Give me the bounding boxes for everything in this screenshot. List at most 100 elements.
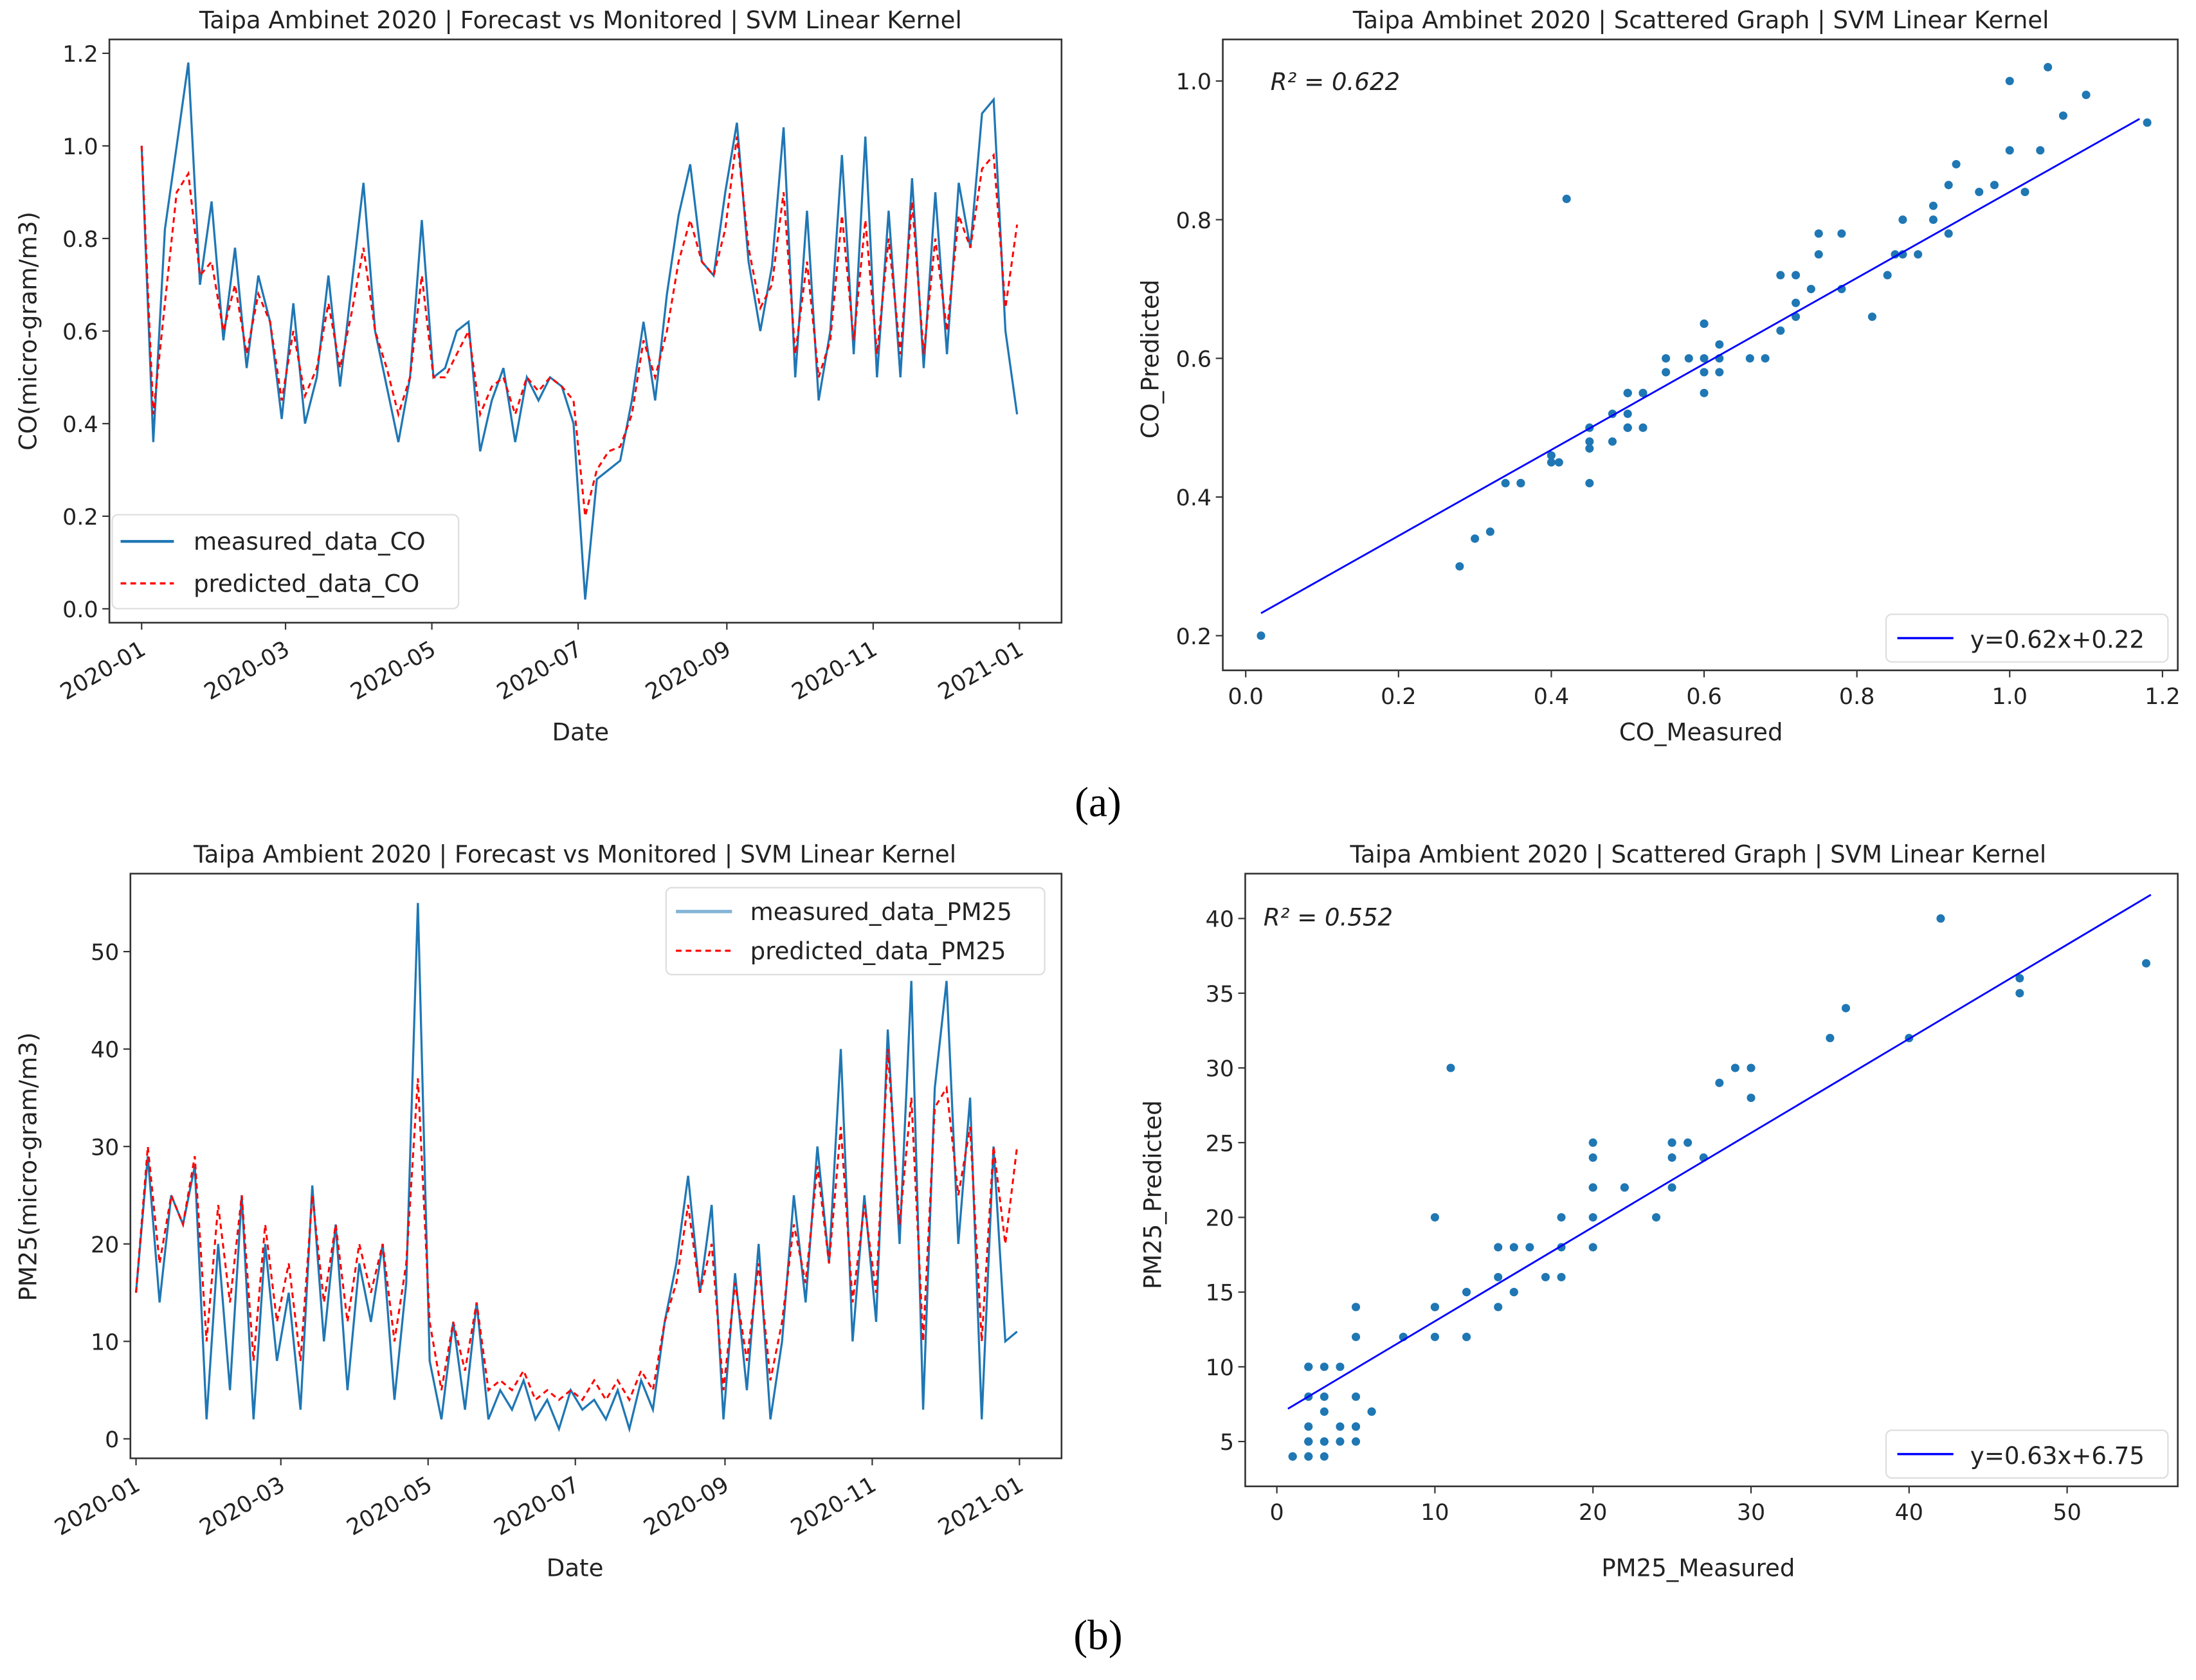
scatter-point: [1547, 451, 1556, 460]
scatter-point: [1792, 298, 1801, 307]
scatter-point: [1351, 1422, 1361, 1431]
scatter-point: [1883, 271, 1892, 280]
predicted-series-line: [135, 1049, 1019, 1402]
scatter-point: [1516, 478, 1525, 488]
scatter-point: [1814, 250, 1823, 259]
y-tick-label: 25: [1206, 1131, 1234, 1157]
y-tick-label: 30: [91, 1135, 119, 1161]
scatter-point: [1776, 271, 1785, 280]
scatter-point: [1623, 423, 1632, 432]
scatter-point: [1320, 1407, 1329, 1416]
x-tick-label: 0.0: [1228, 684, 1263, 710]
scatter-point: [2036, 146, 2045, 155]
x-tick-label: 50: [2053, 1500, 2081, 1526]
scatter-point: [1541, 1272, 1550, 1281]
panel-label-b: (b): [1073, 1612, 1122, 1659]
scatter-point: [1304, 1452, 1313, 1461]
regression-line: [1287, 894, 2152, 1410]
legend-label-predicted: predicted_data_CO: [194, 570, 419, 598]
y-axis-label: CO(micro-gram/m3): [15, 212, 42, 451]
y-tick-label: 5: [1220, 1430, 1234, 1456]
scatter-point: [1745, 354, 1754, 363]
y-axis-label: CO_Predicted: [1136, 280, 1164, 439]
scatter-point: [1944, 229, 1953, 238]
scatter-point: [1588, 1183, 1597, 1192]
scatter-point: [1336, 1362, 1345, 1371]
scatter-point: [1494, 1303, 1503, 1312]
scatter-point: [2005, 146, 2014, 155]
r-squared-annotation: R² = 0.552: [1264, 904, 1393, 932]
scatter-point: [1623, 410, 1632, 419]
scatter-point: [1638, 388, 1647, 397]
scatter-point: [1557, 1272, 1566, 1281]
y-tick-label: 10: [91, 1330, 119, 1355]
legend-label-predicted: predicted_data_PM25: [750, 937, 1006, 965]
x-tick-label: 0.2: [1381, 684, 1416, 710]
scatter-point: [2044, 62, 2053, 71]
scatter-point: [1336, 1437, 1345, 1446]
scatter-point: [1304, 1362, 1313, 1371]
scatter-point: [1898, 250, 1907, 259]
chart-title: Taipa Ambient 2020 | Forecast vs Monitor…: [193, 840, 956, 868]
scatter-point: [1891, 250, 1900, 259]
scatter-point: [1304, 1422, 1313, 1431]
chart-title: Taipa Ambient 2020 | Scattered Graph | S…: [1350, 840, 2047, 868]
scatter-point: [1837, 229, 1846, 238]
y-tick-label: 35: [1206, 982, 1234, 1007]
plot-area: [129, 872, 1063, 1459]
scatter-point: [1651, 1213, 1661, 1222]
scatter-point: [1351, 1303, 1361, 1312]
scatter-point: [1557, 1213, 1566, 1222]
scatter-point: [1867, 312, 1876, 321]
scatter-point: [1667, 1138, 1676, 1147]
y-axis-label: PM25_Predicted: [1139, 1100, 1167, 1289]
y-tick-label: 1.2: [62, 42, 98, 68]
y-tick-label: 0.4: [62, 412, 98, 438]
scatter-point: [1747, 1063, 1756, 1072]
pm25-scatter-chart: Taipa Ambient 2020 | Scattered Graph | S…: [1139, 840, 2179, 1582]
co-scatter-chart: Taipa Ambinet 2020 | Scattered Graph | S…: [1136, 6, 2180, 746]
scatter-point: [1304, 1437, 1313, 1446]
scatter-point: [1761, 354, 1770, 363]
scatter-point: [1509, 1288, 1518, 1297]
scatter-point: [2020, 188, 2029, 197]
scatter-point: [1320, 1392, 1329, 1401]
scatter-point: [1747, 1093, 1756, 1103]
scatter-point: [2015, 989, 2024, 998]
legend: y=0.62x+0.22: [1885, 613, 2169, 663]
scatter-point: [2005, 77, 2014, 86]
scatter-point: [1841, 1004, 1851, 1013]
scatter-point: [1715, 368, 1724, 377]
scatter-point: [1667, 1183, 1676, 1192]
legend-box: [1885, 613, 2169, 663]
scatter-point: [1683, 1138, 1692, 1147]
scatter-point: [2015, 973, 2024, 983]
y-axis-label: PM25(micro-gram/m3): [15, 1033, 42, 1301]
x-axis-label: CO_Measured: [1619, 719, 1783, 746]
y-tick-label: 0.8: [62, 227, 98, 253]
scatter-point: [1525, 1243, 1534, 1252]
y-tick-label: 0.8: [1176, 208, 1211, 234]
scatter-point: [1700, 354, 1709, 363]
legend: measured_data_PM25 predicted_data_PM25: [665, 887, 1046, 975]
y-tick-label: 0.6: [1176, 347, 1211, 372]
scatter-point: [1430, 1303, 1439, 1312]
legend-box: [1885, 1429, 2169, 1479]
scatter-point: [1455, 562, 1464, 571]
scatter-point: [1898, 215, 1907, 224]
scatter-point: [1585, 437, 1594, 446]
scatter-point: [1320, 1452, 1329, 1461]
scatter-point: [1715, 1078, 1724, 1087]
scatter-point: [1952, 159, 1961, 168]
x-tick-label: 1.0: [1992, 684, 2028, 710]
y-tick-label: 0.0: [62, 597, 98, 623]
x-tick-label: 0: [1270, 1500, 1284, 1526]
scatter-point: [1975, 188, 1984, 197]
plot-area: [1222, 39, 2179, 671]
y-tick-label: 10: [1206, 1355, 1234, 1381]
legend: y=0.63x+6.75: [1885, 1429, 2169, 1479]
scatter-point: [1351, 1437, 1361, 1446]
scatter-point: [1928, 201, 1938, 210]
y-tick-label: 20: [1206, 1206, 1234, 1232]
